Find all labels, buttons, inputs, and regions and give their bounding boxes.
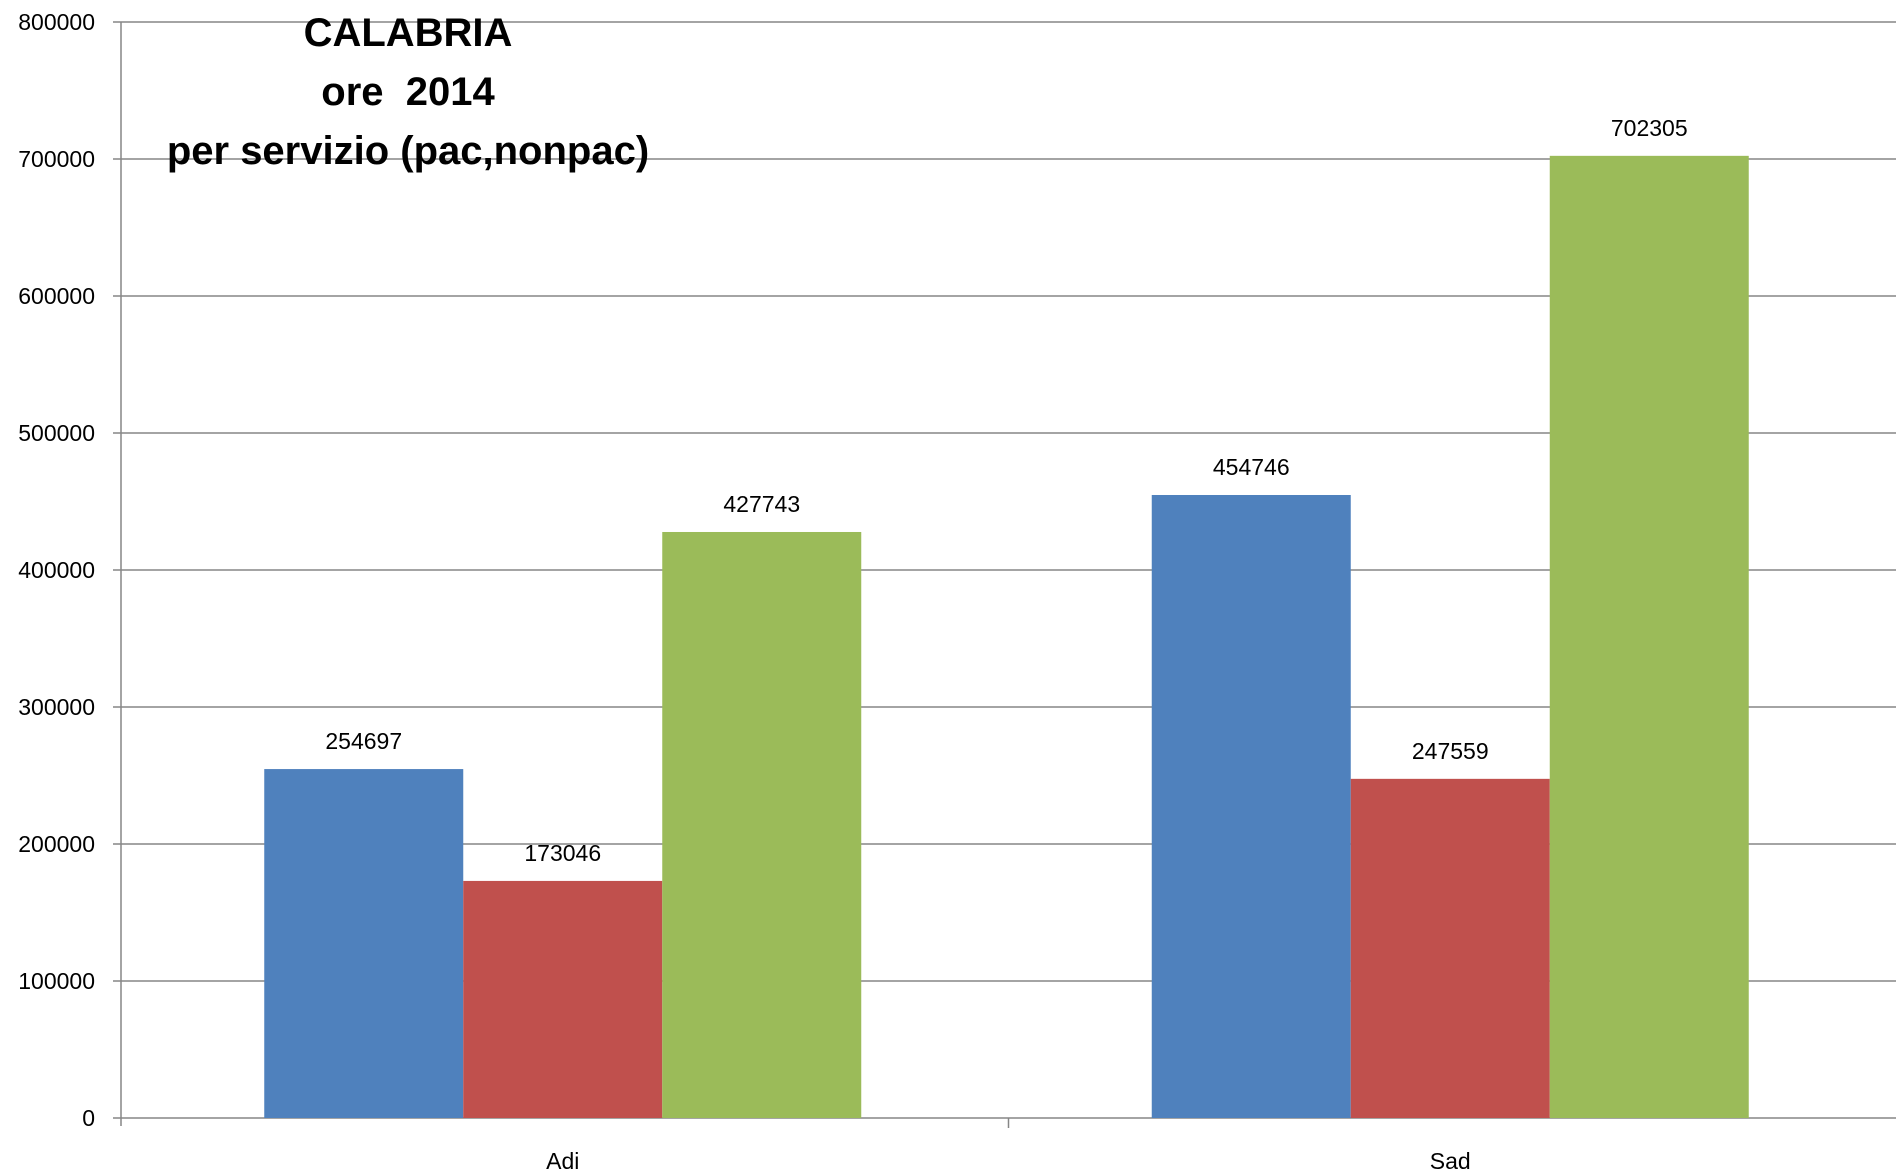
y-tick-label-8: 800000 <box>18 9 95 35</box>
bars <box>264 155 1749 1118</box>
x-tick-label-sad: Sad <box>1430 1148 1471 1173</box>
bar-adi-series-3 <box>662 531 862 1118</box>
x-tick-label-adi: Adi <box>546 1148 579 1173</box>
bar-adi-series-1 <box>264 769 464 1118</box>
chart-title-line-3: per servizio (pac,nonpac) <box>167 129 649 173</box>
chart-title-line-1: CALABRIA <box>304 11 513 55</box>
y-tick-label-2: 200000 <box>18 831 95 857</box>
chart-title: CALABRIA ore 2014 per servizio (pac,nonp… <box>167 11 649 173</box>
bar-sad-series-1 <box>1151 494 1351 1118</box>
axes: 0 100000 200000 300000 400000 500000 600000 700… <box>18 9 1896 1173</box>
data-label-sad-series-3: 702305 <box>1611 115 1688 141</box>
bar-sad-series-2 <box>1350 778 1550 1118</box>
data-label-sad-series-1: 454746 <box>1213 454 1290 480</box>
data-label-adi-series-3: 427743 <box>723 491 800 517</box>
y-tick-label-7: 700000 <box>18 146 95 172</box>
y-tick-label-3: 300000 <box>18 694 95 720</box>
y-tick-label-1: 100000 <box>18 968 95 994</box>
bar-adi-series-2 <box>463 880 663 1118</box>
y-tick-label-6: 600000 <box>18 283 95 309</box>
y-tick-label-4: 400000 <box>18 557 95 583</box>
bar-sad-series-3 <box>1549 155 1749 1118</box>
data-label-adi-series-2: 173046 <box>524 840 601 866</box>
chart-title-line-2: ore 2014 <box>321 70 495 114</box>
data-label-sad-series-2: 247559 <box>1412 738 1489 764</box>
y-tick-label-0: 0 <box>82 1105 95 1131</box>
data-labels: 254697 173046 427743 454746 247559 702305 <box>325 115 1687 866</box>
y-tick-label-5: 500000 <box>18 420 95 446</box>
data-label-adi-series-1: 254697 <box>325 728 402 754</box>
